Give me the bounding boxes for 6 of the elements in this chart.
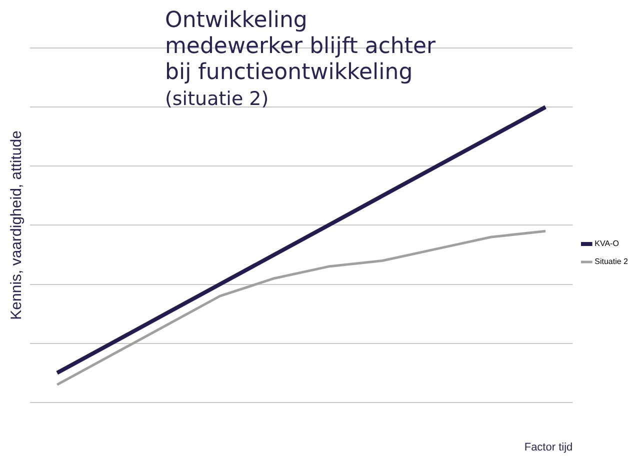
x-axis-title: Factor tijd (524, 441, 573, 454)
legend-label: KVA-O (594, 239, 619, 248)
chart-title: Ontwikkeling medewerker blijft achter bij functieontwikkeling (165, 8, 436, 85)
chart-subtitle: (situatie 2) (165, 88, 269, 110)
y-axis-title: Kennis, vaardigheid, attitude (8, 130, 26, 320)
legend-label: Situatie 2 (594, 257, 629, 266)
